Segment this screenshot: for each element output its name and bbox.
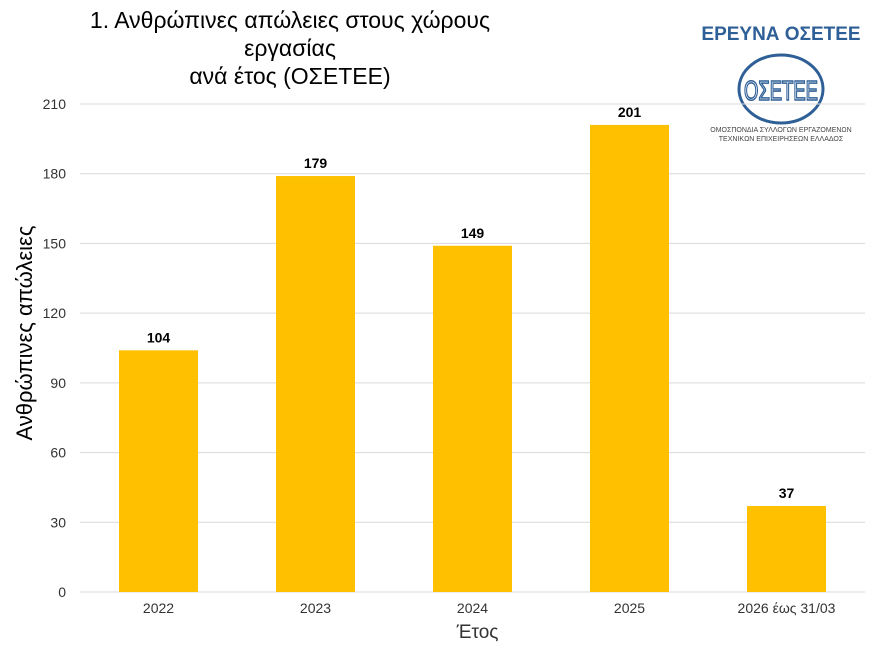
bar	[433, 245, 512, 592]
y-tick-label: 90	[50, 375, 66, 391]
y-tick-label: 120	[43, 305, 67, 321]
osetee-logo: ΕΡΕΥΝΑ ΟΣΕΤΕΕ ΟΣΕΤΕΕ ΟΜΟΣΠΟΝΔΙΑ ΣΥΛΛΟΓΩΝ…	[693, 20, 869, 150]
x-tick-label: 2025	[614, 600, 645, 616]
x-axis-label: Έτος	[456, 622, 499, 643]
data-label: 149	[461, 225, 485, 241]
x-tick-label: 2022	[143, 600, 174, 616]
x-tick-label: 2024	[457, 600, 488, 616]
y-tick-label: 210	[43, 96, 67, 112]
data-label: 37	[779, 485, 795, 501]
y-tick-label: 0	[58, 584, 66, 600]
x-tick-label: 2023	[300, 600, 331, 616]
y-tick-label: 60	[50, 445, 66, 461]
data-label: 201	[618, 104, 642, 120]
y-tick-label: 180	[43, 166, 67, 182]
chart-title: 1. Ανθρώπινες απώλειες στους χώρους εργα…	[60, 6, 520, 90]
bar	[119, 350, 198, 592]
logo-emblem-icon: ΟΣΕΤΕΕ	[737, 53, 825, 125]
logo-subtitle: ΟΜΟΣΠΟΝΔΙΑ ΣΥΛΛΟΓΩΝ ΕΡΓΑΖΟΜΕΝΩΝ ΤΕΧΝΙΚΩΝ…	[693, 126, 869, 144]
bar	[747, 506, 826, 592]
data-label: 179	[304, 155, 328, 171]
y-axis-label: Ανθρώπινες απώλειες	[12, 225, 37, 441]
x-tick-label: 2026 έως 31/03	[738, 600, 836, 616]
logo-heading: ΕΡΕΥΝΑ ΟΣΕΤΕΕ	[701, 24, 861, 45]
logo-subtitle-line2: ΤΕΧΝΙΚΩΝ ΕΠΙΧΕΙΡΗΣΕΩΝ ΕΛΛΑΔΟΣ	[718, 136, 844, 143]
y-tick-label: 30	[50, 514, 66, 530]
chart-subtitle: ανά έτος (ΟΣΕΤΕΕ)	[189, 63, 391, 89]
svg-text:ΟΣΕΤΕΕ: ΟΣΕΤΕΕ	[744, 75, 818, 106]
bar	[590, 124, 669, 593]
data-label: 104	[147, 329, 171, 345]
logo-subtitle-line1: ΟΜΟΣΠΟΝΔΙΑ ΣΥΛΛΟΓΩΝ ΕΡΓΑΖΟΜΕΝΩΝ	[710, 127, 852, 134]
bar	[276, 176, 355, 593]
y-tick-label: 150	[43, 235, 67, 251]
chart-title-line1: 1. Ανθρώπινες απώλειες στους χώρους εργα…	[89, 7, 491, 61]
